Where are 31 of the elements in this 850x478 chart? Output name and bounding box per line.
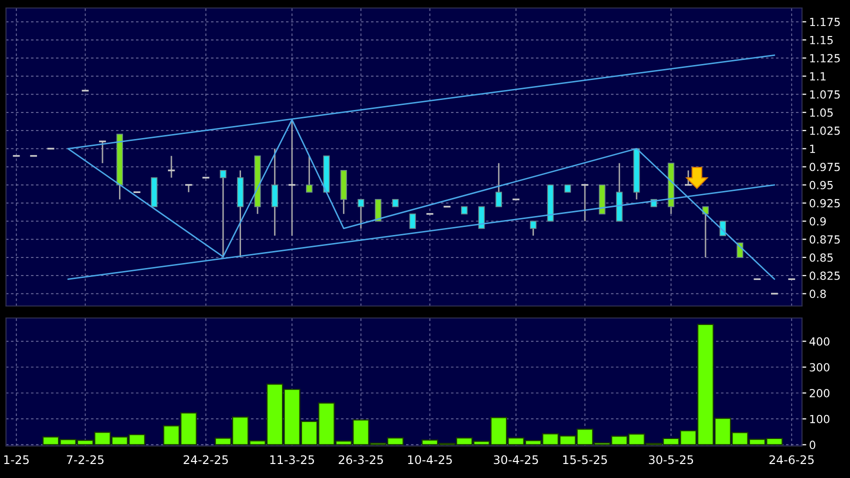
x-tick-label: 10-4-25 [408,455,452,464]
y-tick-label: 1.05 [810,108,833,117]
y-tick-label: 1 [810,144,815,153]
y-tick-label: 0.9 [810,217,826,226]
y-tick-label: 1.1 [810,72,826,80]
x-tick-label: 24-2-25 [184,455,228,464]
y-tick-label: 0.85 [810,253,833,262]
y-tick-label: 0.95 [810,180,833,190]
x-tick-label: 30-4-25 [494,455,538,464]
y-tick-label: 400 [809,337,830,346]
x-tick-label: 11-3-25 [270,455,314,464]
x-tick-label: 1-25 [4,455,29,464]
y-tick-label: 100 [810,414,830,424]
x-tick-label: 7-2-25 [66,455,104,464]
y-tick-label: 0.8 [810,290,826,298]
y-tick-label: 0.875 [810,235,840,244]
y-tick-label: 1.075 [810,90,840,99]
y-tick-label: 1.15 [810,36,833,44]
y-tick-label: 200 [810,388,830,398]
y-tick-label: 0.975 [810,162,840,172]
x-tick-label: 30-5-25 [648,455,694,464]
x-tick-label: 15-5-25 [563,455,607,464]
x-tick-label: 26-3-25 [338,455,383,464]
y-tick-label: 300 [810,363,830,372]
y-tick-label: 0.925 [810,199,840,208]
y-tick-label: 1.125 [810,54,840,62]
y-tick-label: 0 [810,440,816,450]
y-tick-label: 1.025 [810,126,840,135]
x-tick-label: 24-6-25 [769,455,814,464]
y-tick-label: 1.175 [810,18,840,26]
y-tick-label: 0.825 [810,272,840,280]
